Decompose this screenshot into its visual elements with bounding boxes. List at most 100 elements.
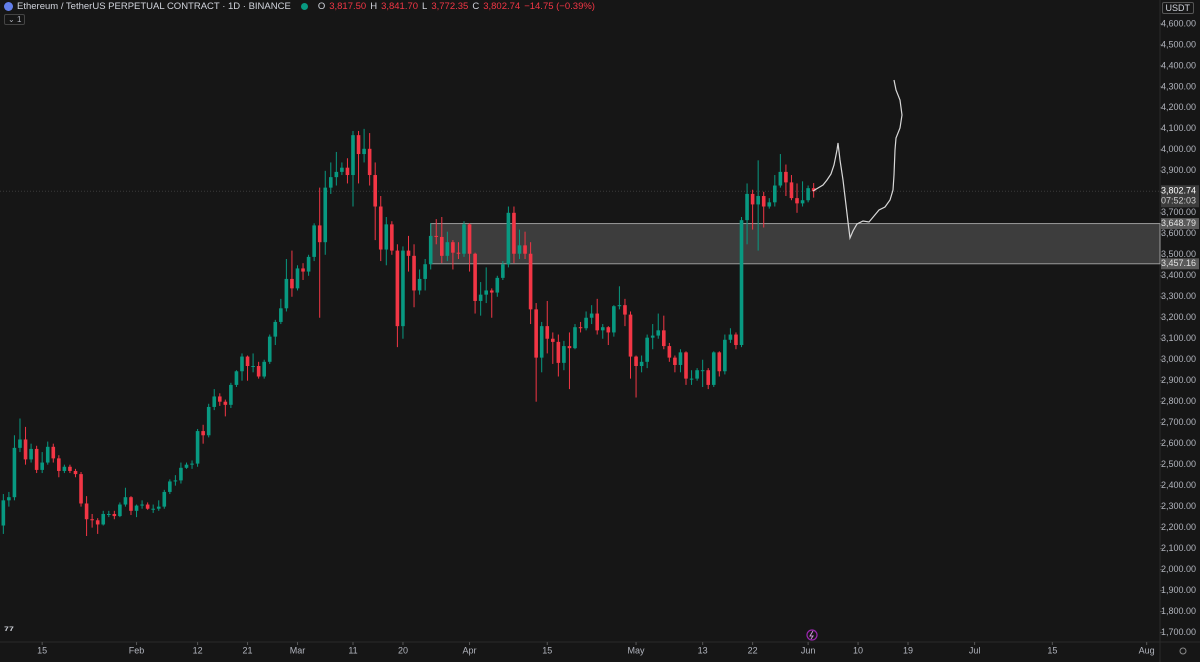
candle-body — [423, 264, 427, 279]
candle-body — [650, 335, 655, 338]
candle-body — [745, 193, 749, 221]
tv-logo: ⁷⁷ — [4, 623, 14, 637]
candle-body — [617, 305, 622, 307]
zone-top-label: 3,648.79 — [1161, 218, 1196, 228]
candle-body — [517, 245, 522, 254]
candle-body — [68, 466, 72, 471]
candle-body — [256, 366, 261, 377]
y-tick-label: 3,300.00 — [1161, 291, 1196, 301]
candle-body — [800, 200, 805, 204]
candle-body — [784, 171, 788, 183]
x-tick-label: 11 — [348, 645, 357, 655]
candle-body — [428, 235, 433, 265]
open-label: O — [317, 1, 326, 12]
candle-body — [562, 346, 566, 363]
candle-body — [51, 446, 56, 459]
candle-body — [162, 491, 167, 507]
candle-body — [179, 467, 183, 481]
y-tick-label: 3,500.00 — [1161, 249, 1196, 259]
y-tick-label: 2,400.00 — [1161, 480, 1196, 490]
y-tick-label: 3,200.00 — [1161, 312, 1196, 322]
y-tick-label: 2,300.00 — [1161, 501, 1196, 511]
x-tick-label: 20 — [398, 645, 408, 655]
candle-body — [18, 439, 22, 448]
forecast-drawing — [812, 79, 903, 241]
x-tick-label: 15 — [542, 645, 552, 655]
candle-body — [662, 330, 666, 347]
candle-body — [317, 225, 322, 243]
candle-body — [523, 245, 527, 254]
y-tick-label: 2,100.00 — [1161, 543, 1196, 553]
candle-body — [95, 520, 100, 525]
indicator-toggle[interactable]: ⌄ 1 — [4, 14, 26, 25]
candle-body — [462, 224, 466, 254]
x-tick-label: Mar — [290, 645, 306, 655]
y-tick-label: 4,400.00 — [1161, 60, 1196, 70]
candle-body — [573, 327, 577, 349]
x-tick-label: 12 — [193, 645, 203, 655]
y-tick-label: 2,700.00 — [1161, 417, 1196, 427]
candle-body — [600, 327, 605, 331]
candle-body — [118, 504, 122, 517]
candle-body — [778, 171, 783, 186]
open-value: 3,817.50 — [329, 1, 367, 12]
event-icon-bolt — [809, 630, 814, 640]
candle-body — [378, 206, 383, 250]
candle-body — [811, 188, 816, 192]
y-tick-label: 2,000.00 — [1161, 564, 1196, 574]
candle-body — [134, 505, 139, 511]
candle-body — [29, 448, 33, 460]
y-tick-label: 3,000.00 — [1161, 354, 1196, 364]
candle-body — [539, 326, 544, 358]
countdown-label: 07:52:03 — [1161, 196, 1196, 206]
candle-body — [323, 187, 328, 243]
candle-body — [79, 474, 83, 504]
x-tick-label: 21 — [243, 645, 253, 655]
candle-body — [212, 396, 217, 407]
y-tick-label: 4,500.00 — [1161, 39, 1196, 49]
candle-body — [151, 508, 155, 510]
candle-body — [229, 384, 233, 405]
settings-icon[interactable] — [1179, 647, 1187, 655]
candle-body — [556, 341, 561, 363]
candle-body — [595, 313, 600, 331]
x-tick-label: May — [628, 645, 646, 655]
candle-body — [184, 464, 189, 468]
high-value: 3,841.70 — [381, 1, 419, 12]
currency-button[interactable]: USDT — [1161, 2, 1194, 14]
x-tick-label: Jun — [801, 645, 816, 655]
event-icon[interactable] — [806, 629, 818, 641]
support-zone — [430, 223, 1161, 265]
candle-body — [612, 306, 616, 333]
candle-body — [240, 356, 244, 372]
symbol-header: Ethereum / TetherUS PERPETUAL CONTRACT ·… — [4, 1, 595, 12]
candle-body — [395, 250, 400, 327]
candle-body — [506, 212, 511, 265]
y-tick-label: 1,800.00 — [1161, 606, 1196, 616]
candle-body — [90, 519, 94, 521]
candle-body — [57, 458, 61, 471]
candle-body — [806, 188, 810, 201]
candle-body — [217, 396, 222, 402]
candle-body — [789, 182, 794, 199]
market-status — [300, 3, 308, 10]
candle-body — [140, 504, 144, 506]
candle-body — [734, 334, 738, 346]
candle-body — [406, 250, 411, 256]
candle-body — [578, 327, 583, 329]
candle-body — [695, 370, 699, 379]
candle-body — [645, 337, 649, 362]
x-tick-label: 15 — [1047, 645, 1057, 655]
close-value: 3,802.74 — [483, 1, 521, 12]
candle-body — [473, 253, 477, 301]
candle-body — [467, 224, 472, 254]
y-tick-label: 3,400.00 — [1161, 270, 1196, 280]
y-tick-label: 3,100.00 — [1161, 333, 1196, 343]
candle-body — [101, 513, 106, 525]
candle-body — [634, 356, 638, 367]
candle-body — [245, 356, 250, 367]
candle-body — [84, 503, 89, 520]
